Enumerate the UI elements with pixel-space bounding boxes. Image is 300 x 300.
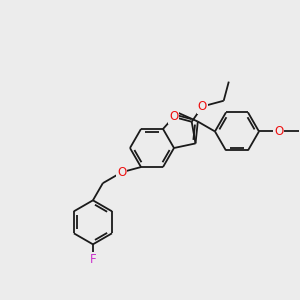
Text: O: O [169,110,178,123]
Text: O: O [117,166,127,179]
Text: O: O [274,125,283,138]
Text: O: O [198,100,207,113]
Text: F: F [90,253,96,266]
